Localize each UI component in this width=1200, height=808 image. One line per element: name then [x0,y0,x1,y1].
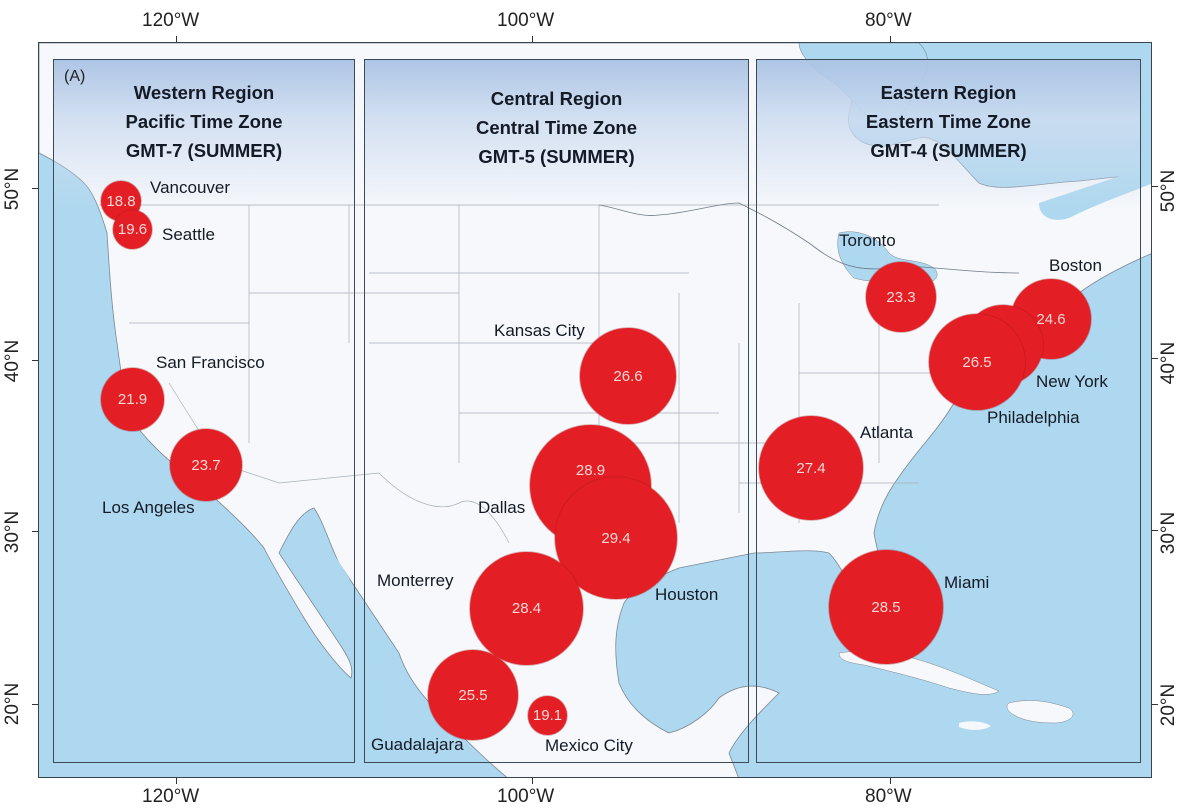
city-label-new-york: New York [1036,372,1108,391]
tick-bottom-80w [890,778,891,784]
tick-left-50n [32,188,38,189]
lat-label-right-30n: 30°N [1158,511,1180,555]
city-label-toronto: Toronto [839,231,896,250]
region-box-eastern: Eastern Region Eastern Time Zone GMT-4 (… [756,59,1141,763]
city-label-seattle: Seattle [162,225,215,244]
lon-label-bottom-120w: 120°W [142,786,200,807]
region-header-eastern [757,60,1140,210]
region-zone-central: Central Time Zone [475,117,638,138]
tick-right-20n [1152,704,1158,705]
lat-label-right-20n: 20°N [1158,683,1180,727]
tick-left-40n [32,360,38,361]
lat-label-right-40n: 40°N [1158,341,1180,385]
region-title-central: Central Region Central Time Zone GMT-5 (… [365,84,748,171]
city-label-houston: Houston [655,585,719,604]
lon-label-top-80w: 80°W [865,10,912,31]
tick-top-100w [532,36,533,43]
panel-label: (A) [64,68,86,85]
gulf-of-california [304,513,357,633]
region-zone-eastern: Eastern Time Zone [865,111,1032,132]
bubble-houston: 29.4 [555,477,677,599]
tick-right-50n [1152,186,1158,187]
city-label-mexico-city: Mexico City [545,736,633,755]
city-label-philadelphia: Philadelphia [987,408,1080,427]
region-box-western: (A) Western Region Pacific Time Zone GMT… [53,59,355,763]
region-title-eastern: Eastern Region Eastern Time Zone GMT-4 (… [757,78,1140,165]
tick-bottom-120w [176,778,177,784]
region-offset-western: GMT-7 (SUMMER) [125,140,283,161]
region-box-central: Central Region Central Time Zone GMT-5 (… [364,59,749,763]
tick-left-30n [32,531,38,532]
city-label-san-francisco: San Francisco [156,353,265,372]
lat-label-left-20n: 20°N [2,682,24,726]
city-label-guadalajara: Guadalajara [371,735,464,754]
city-label-boston: Boston [1049,256,1102,275]
jamaica [959,721,991,730]
city-label-vancouver: Vancouver [150,178,231,197]
lat-label-left-30n: 30°N [2,510,24,554]
lat-label-right-50n: 50°N [1158,169,1180,213]
lon-label-top-100w: 100°W [497,10,555,31]
bubble-kansas-city: 26.6 [580,328,676,424]
tick-left-20n [32,704,38,705]
tick-right-40n [1152,358,1158,359]
region-zone-western: Pacific Time Zone [125,111,283,132]
city-label-los-angeles: Los Angeles [102,498,195,517]
hispaniola [1006,700,1074,724]
lon-label-bottom-100w: 100°W [497,786,555,807]
city-label-miami: Miami [944,573,990,592]
bubble-los-angeles: 23.7 [170,429,242,501]
region-header-western [54,60,354,210]
region-offset-central: GMT-5 (SUMMER) [478,146,635,167]
city-label-kansas-city: Kansas City [494,321,585,340]
lat-label-left-50n: 50°N [2,167,24,211]
city-label-monterrey: Monterrey [377,571,454,590]
region-name-western: Western Region [133,82,275,103]
bubble-mexico-city: 19.1 [528,696,567,735]
lat-label-left-40n: 40°N [2,339,24,383]
city-label-atlanta: Atlanta [860,423,913,442]
bubble-seattle: 19.6 [113,210,152,249]
bubble-toronto: 23.3 [866,262,936,332]
region-title-western: Western Region Pacific Time Zone GMT-7 (… [54,78,354,165]
lon-label-bottom-80w: 80°W [865,786,912,807]
region-name-eastern: Eastern Region [880,82,1017,103]
bubble-san-francisco: 21.9 [101,368,164,431]
tick-top-120w [176,36,177,43]
region-offset-eastern: GMT-4 (SUMMER) [870,140,1027,161]
bubble-guadalajara: 25.5 [428,650,518,740]
bubble-monterrey: 28.4 [470,552,583,665]
region-header-central [365,60,748,210]
city-label-dallas: Dallas [478,498,526,517]
tick-bottom-100w [532,778,533,784]
bubble-atlanta: 27.4 [759,416,863,520]
lon-label-top-120w: 120°W [142,10,200,31]
tick-right-30n [1152,530,1158,531]
bubble-miami: 28.5 [829,550,943,664]
tick-top-80w [890,36,891,43]
bubble-philadelphia: 26.5 [929,314,1025,410]
region-name-central: Central Region [490,88,623,109]
